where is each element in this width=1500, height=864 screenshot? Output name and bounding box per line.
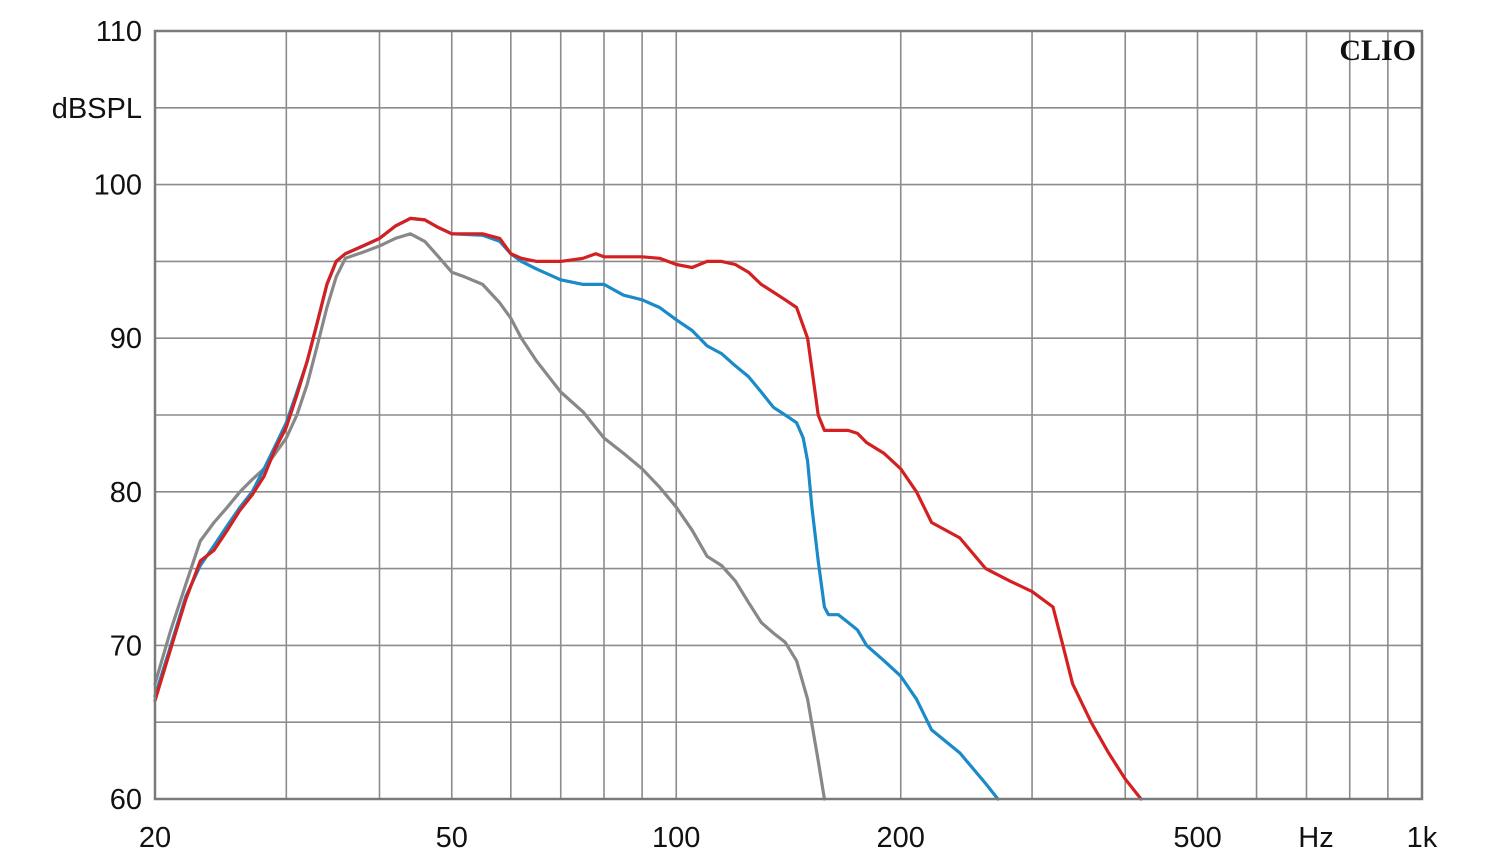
x-tick-label: 100: [652, 822, 700, 854]
y-tick-label: 90: [110, 323, 142, 355]
y-axis-label: dBSPL: [52, 93, 142, 125]
brand-label: CLIO: [1339, 34, 1416, 67]
x-tick-label: 50: [436, 822, 468, 854]
y-tick-label: 80: [110, 477, 142, 509]
x-tick-label: 20: [139, 822, 171, 854]
x-tick-labels: 20 50 100 200 500 1k: [139, 822, 1438, 854]
x-axis-unit-label: Hz: [1298, 822, 1333, 854]
x-tick-label: 500: [1173, 822, 1221, 854]
response-curve-3: [153, 216, 1143, 801]
y-tick-label: 110: [96, 16, 142, 48]
plot-frame: [153, 29, 1424, 801]
y-tick-label: 70: [110, 630, 142, 662]
grid: [154, 30, 1423, 800]
y-tick-label: 60: [110, 784, 142, 816]
x-tick-label: 200: [877, 822, 925, 854]
y-tick-label: 100: [94, 170, 142, 202]
response-curve-1: [153, 232, 826, 801]
response-curve-2: [153, 216, 1000, 801]
curves: [153, 216, 1143, 801]
x-tick-label: 1k: [1407, 822, 1438, 854]
y-tick-labels: 110 100 90 80 70 60: [94, 16, 142, 816]
